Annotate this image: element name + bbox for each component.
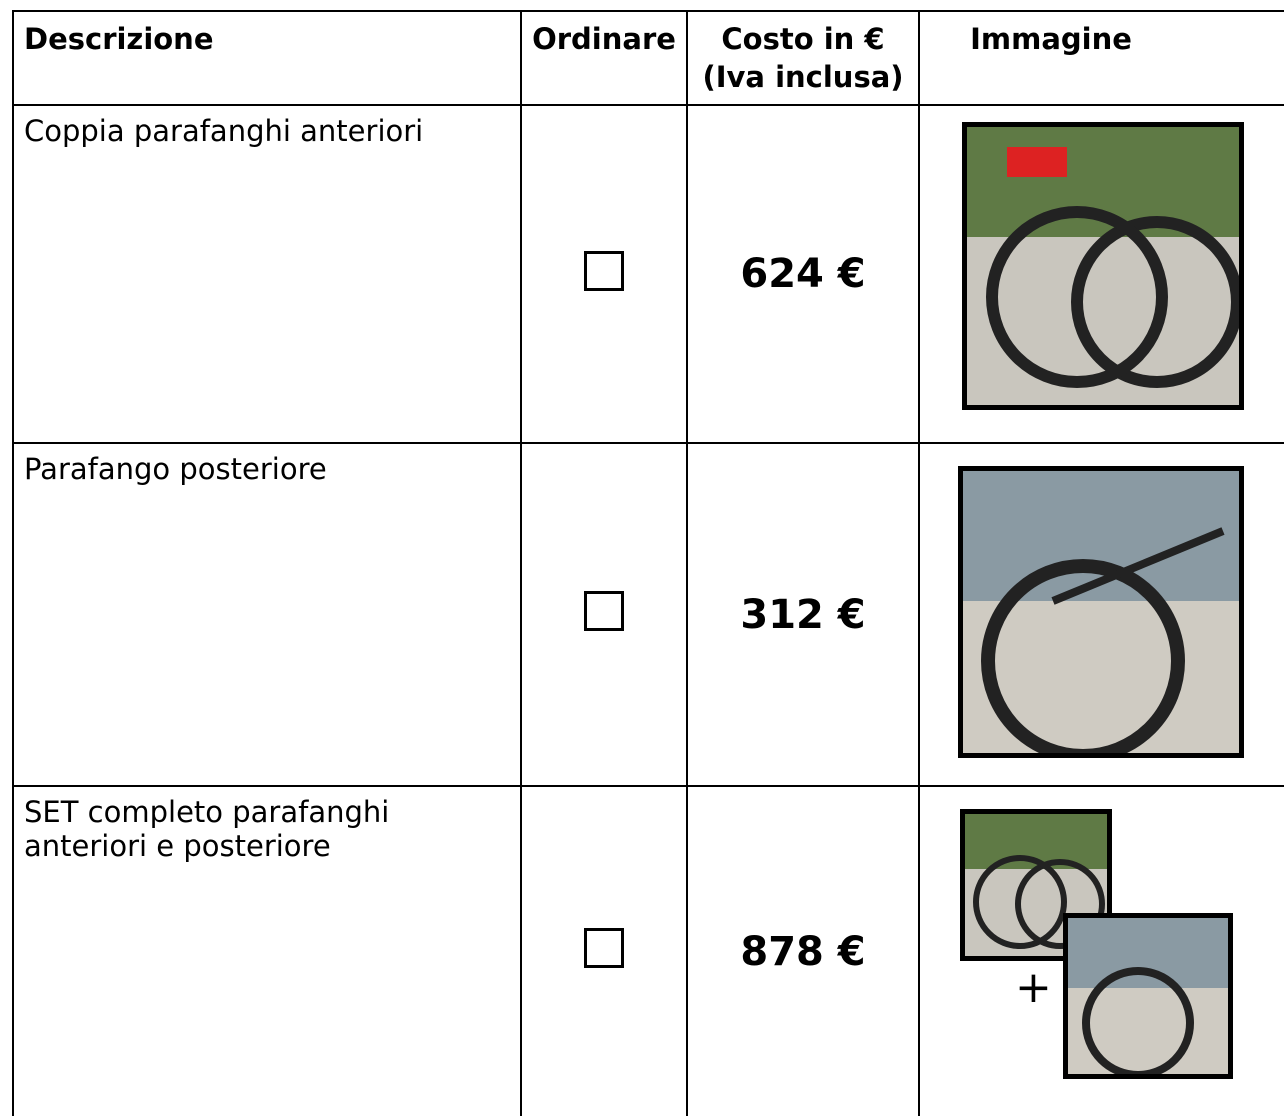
price-cell: 624 €: [686, 104, 920, 444]
photo: [960, 809, 1112, 961]
order-cell: [520, 785, 688, 1116]
image-cell: +: [918, 785, 1284, 1116]
price: 312 €: [740, 591, 866, 638]
photo: [958, 466, 1244, 758]
header-cell: Costo in € (Iva inclusa): [686, 10, 920, 106]
header-line: (Iva inclusa): [702, 60, 904, 94]
description: SET completo parafanghi anteriori e post…: [12, 785, 522, 1116]
description: Parafango posteriore: [12, 442, 522, 787]
price: 624 €: [740, 251, 866, 297]
checkbox[interactable]: [584, 928, 624, 968]
price-cell: 312 €: [686, 442, 920, 787]
order-cell: [520, 104, 688, 444]
checkbox[interactable]: [584, 250, 624, 291]
checkbox[interactable]: [584, 591, 624, 631]
row: SET completo parafanghi anteriori e post…: [12, 785, 1284, 1116]
photo: [962, 122, 1244, 410]
description: Coppia parafanghi anteriori: [12, 104, 522, 444]
row: Coppia parafanghi anteriori 624 €: [12, 104, 1284, 444]
price-cell: 878 €: [686, 785, 920, 1116]
header-line: Costo in €: [721, 22, 885, 56]
header-cell: Ordinare: [520, 10, 688, 106]
header-cell: Immagine: [918, 10, 1284, 106]
image-cell: [918, 104, 1284, 444]
price-table: Descrizione Ordinare Costo in € (Iva incl…: [12, 10, 1284, 1116]
image-cell: [918, 442, 1284, 787]
header-row: Descrizione Ordinare Costo in € (Iva incl…: [12, 10, 1284, 106]
price: 878 €: [740, 928, 866, 975]
order-cell: [520, 442, 688, 787]
row: Parafango posteriore 312 €: [12, 442, 1284, 787]
plus-sign: +: [1015, 962, 1052, 1013]
photo: [1063, 913, 1233, 1079]
header-cell: Descrizione: [12, 10, 522, 106]
